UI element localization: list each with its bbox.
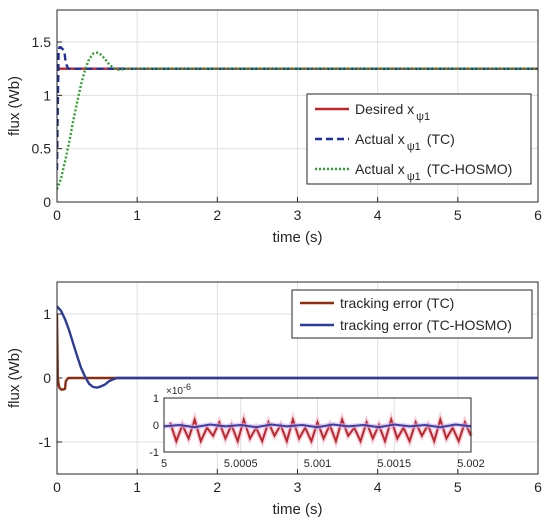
inset-x-tick-label: 5.001 (304, 458, 332, 470)
x-axis-label: time (s) (273, 501, 323, 518)
legend-label: tracking error (TC-HOSMO) (340, 317, 512, 333)
axes-frame (56, 9, 539, 203)
y-tick-label: 0.5 (32, 141, 52, 157)
x-tick-label: 2 (213, 207, 221, 223)
x-tick-label: 6 (534, 207, 542, 223)
inset-y-tick-label: -1 (149, 447, 159, 459)
legend: Desired x ψ1 Actual x ψ1 (TC) Actual x ψ1 (TC-H… (306, 93, 532, 185)
inset-chart: 5 5.0005 5.001 5.0015 5.002 -1 0 1 ×10-6 (149, 382, 485, 470)
legend-label: Desired x ψ1 (355, 101, 430, 123)
inset-x-tick-label: 5.0005 (224, 458, 258, 470)
y-tick-label: 1 (43, 87, 51, 103)
y-tick-label: -1 (39, 434, 52, 450)
x-tick-label: 4 (374, 479, 382, 495)
x-tick-label: 0 (53, 207, 61, 223)
x-tick-label: 4 (374, 207, 382, 223)
inset-y-tick-label: 1 (153, 393, 159, 405)
legend-label: Actual x ψ1 (TC) (355, 131, 455, 153)
inset-exponent-label: ×10-6 (166, 382, 191, 397)
series-line-2 (57, 46, 538, 171)
x-tick-label: 2 (213, 479, 221, 495)
legend-box (291, 289, 533, 339)
inset-series-line-2 (163, 423, 472, 429)
axes-frame (56, 281, 539, 475)
legend-label: Actual x ψ1 (TC-HOSMO) (355, 161, 512, 183)
x-tick-label: 5 (454, 479, 462, 495)
x-tick-label: 6 (534, 479, 542, 495)
series-line-2 (57, 305, 538, 389)
inset-x-tick-label: 5.002 (457, 458, 485, 470)
y-axis-label: flux (Wb) (6, 348, 23, 408)
y-tick-label: 1 (43, 306, 51, 322)
x-tick-label: 3 (294, 479, 302, 495)
legend-label: tracking error (TC) (340, 295, 454, 311)
x-tick-label: 0 (53, 479, 61, 495)
x-axis-label: time (s) (273, 229, 323, 246)
inset-x-tick-label: 5 (161, 458, 167, 470)
x-tick-label: 3 (294, 207, 302, 223)
series-group (57, 305, 538, 391)
y-tick-label: 0 (43, 370, 51, 386)
chart-panel-1: 0 1 2 3 4 5 6 0 0.5 1 1.5 time (s) flux (Wb) Desired … (6, 9, 542, 246)
x-tick-label: 5 (454, 207, 462, 223)
inset-y-tick-label: 0 (153, 420, 159, 432)
y-tick-label: 1.5 (32, 34, 52, 50)
x-tick-label: 1 (133, 479, 141, 495)
inset-frame (163, 397, 472, 453)
series-group (57, 46, 538, 190)
y-axis-label: flux (Wb) (6, 76, 23, 136)
inset-x-tick-label: 5.0015 (377, 458, 411, 470)
legend: tracking error (TC) tracking error (TC-HO… (291, 289, 533, 339)
x-tick-label: 1 (133, 207, 141, 223)
y-tick-label: 0 (43, 194, 51, 210)
series-line-1 (57, 313, 538, 391)
